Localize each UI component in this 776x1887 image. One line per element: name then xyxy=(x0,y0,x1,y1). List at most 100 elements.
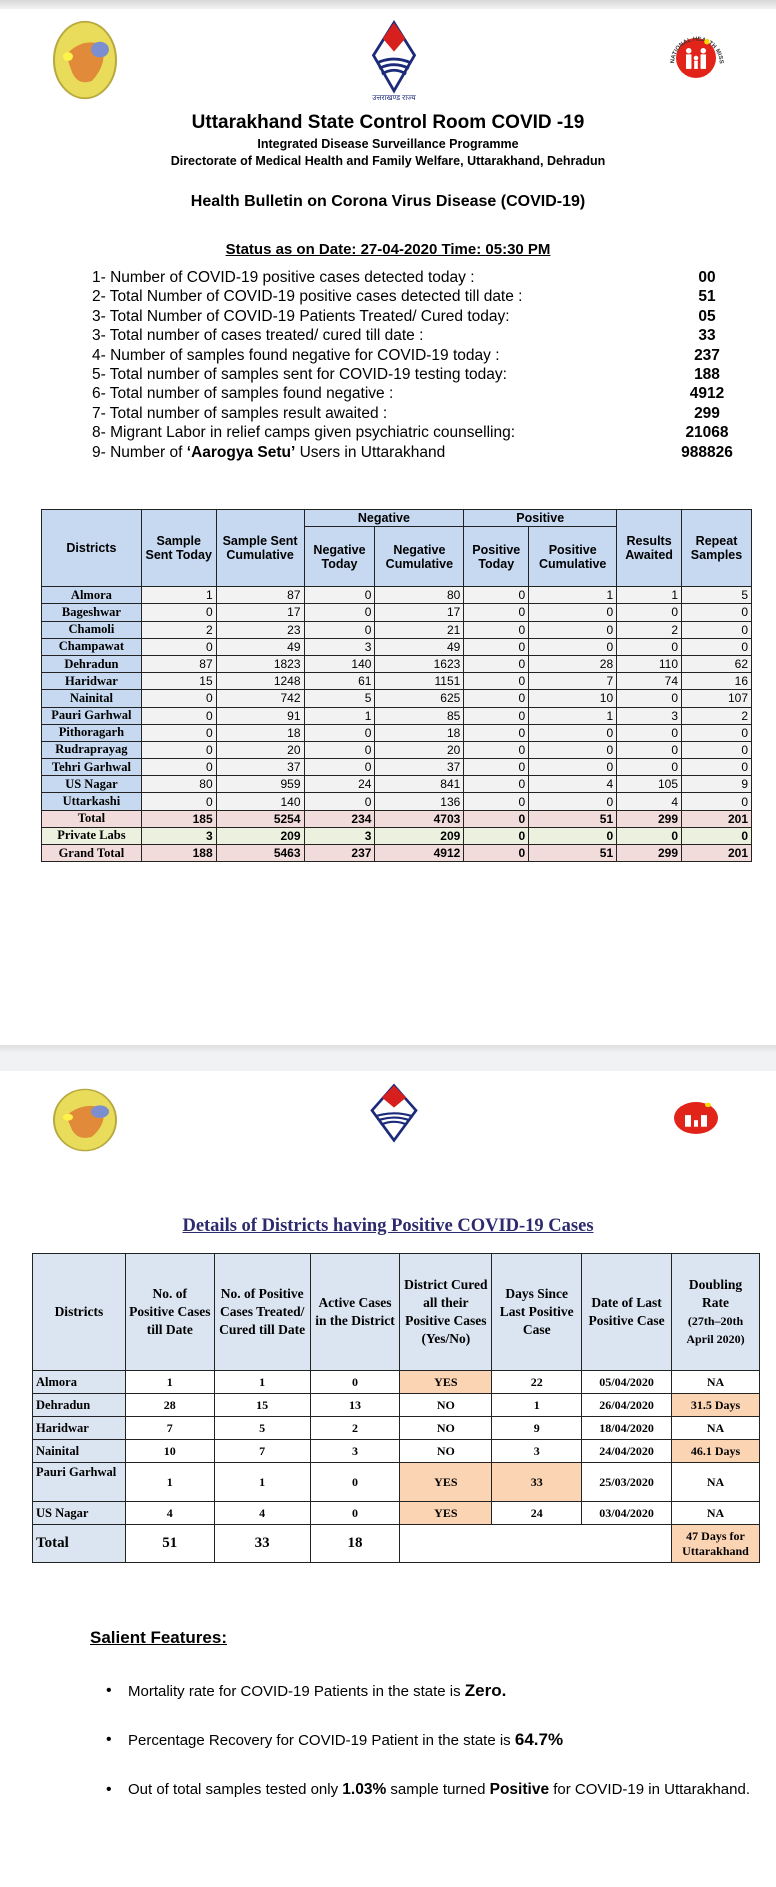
cell-value: 1823 xyxy=(215,654,305,674)
cell-value: 105 xyxy=(616,775,683,794)
cell-value: 1151 xyxy=(374,672,465,691)
cell-value: 1623 xyxy=(374,654,465,674)
cell-value: 1 xyxy=(616,586,683,605)
district-name: Uttarkashi xyxy=(41,792,142,811)
samples-table: Districts Sample Sent Today Sample Sent Cu… xyxy=(41,508,752,863)
cell-value: YES xyxy=(399,1370,493,1394)
summary-label: 7- Total number of samples result awaite… xyxy=(92,404,388,422)
district-name: Pauri Garhwal xyxy=(32,1462,126,1502)
district-name: Bageshwar xyxy=(41,603,142,622)
table-row: Almora 1 87 0 80 0 1 1 5 xyxy=(41,586,752,605)
cell-value: 0 xyxy=(140,603,217,622)
highlight: 1.03% xyxy=(342,1781,387,1798)
col-header: Date of Last Positive Case xyxy=(581,1253,673,1371)
cell-value: 51 xyxy=(124,1524,215,1563)
subtitle-idsp: Integrated Disease Surveillance Programm… xyxy=(257,137,519,151)
district-name: Haridwar xyxy=(32,1416,126,1440)
summary-value: 237 xyxy=(694,346,720,364)
cell-value: 9 xyxy=(491,1416,583,1440)
summary-value: 05 xyxy=(698,307,716,325)
cell-value: 1 xyxy=(140,586,217,605)
header-row: Districts No. of Positive Cases till Dat… xyxy=(32,1253,760,1371)
page-title: Uttarakhand State Control Room COVID -19 xyxy=(191,112,585,133)
cell-value: 0 xyxy=(463,792,530,811)
summary-label: 6- Total number of samples found negativ… xyxy=(92,385,394,403)
text: Out of total samples tested only xyxy=(128,1781,343,1798)
cell-value: 0 xyxy=(463,620,530,639)
cell-value: NO xyxy=(399,1416,493,1440)
cell-value: 188 xyxy=(140,843,217,863)
cell-value: NA xyxy=(671,1501,760,1525)
idsp-logo xyxy=(52,20,118,105)
cell-value: 61 xyxy=(303,672,376,691)
cell-value: 23 xyxy=(215,620,305,639)
districts-section-title: Details of Districts having Positive COV… xyxy=(182,1216,594,1236)
cell-value: 0 xyxy=(140,758,217,777)
cell-value: 0 xyxy=(528,740,618,760)
table-row: Private Labs 3 209 3 209 0 0 0 0 xyxy=(41,826,752,846)
cell-value: 0 xyxy=(303,620,376,639)
cell-value: 209 xyxy=(374,826,465,846)
cell-value: 1 xyxy=(528,586,618,605)
label-part: Users in Uttarakhand xyxy=(295,443,446,461)
nhm-logo xyxy=(664,1086,728,1155)
summary-item: 9- Number of ‘Aarogya Setu’ Users in Utt… xyxy=(92,443,742,462)
cell-value: 742 xyxy=(215,689,305,708)
label-bold: ‘Aarogya Setu’ xyxy=(186,443,296,461)
table-row: Dehradun 28 15 13 NO 1 26/04/2020 31.5 Days xyxy=(32,1393,760,1417)
highlight: Zero. xyxy=(464,1681,507,1700)
empty-cell xyxy=(399,1524,673,1563)
col-header: Districts xyxy=(41,508,142,588)
cell-value: 2 xyxy=(140,620,217,639)
cell-value: 1 xyxy=(124,1462,215,1502)
table-row: Grand Total 188 5463 237 4912 0 51 299 201 xyxy=(41,843,752,863)
cell-value: 0 xyxy=(528,792,618,811)
district-name: Dehradun xyxy=(41,654,142,674)
cell-value: 0 xyxy=(681,723,752,742)
cell-value: 5 xyxy=(681,586,752,605)
col-header: Active Cases in the District xyxy=(309,1253,401,1371)
district-name: Private Labs xyxy=(41,826,142,846)
cell-value: 1 xyxy=(213,1370,311,1394)
text: Percentage Recovery for COVID-19 Patient… xyxy=(128,1732,515,1749)
cell-value: 0 xyxy=(303,603,376,622)
cell-value: 0 xyxy=(681,758,752,777)
summary-value: 51 xyxy=(698,288,716,306)
cell-value: 20 xyxy=(215,740,305,760)
cell-value: 03/04/2020 xyxy=(581,1501,673,1525)
cell-value: 37 xyxy=(215,758,305,777)
cell-value: 234 xyxy=(303,809,376,828)
cell-value: 841 xyxy=(374,775,465,794)
cell-value: 110 xyxy=(616,654,683,674)
cell-value: 0 xyxy=(463,775,530,794)
col-header: District Cured all their Positive Cases … xyxy=(399,1253,493,1371)
summary-label: 8- Migrant Labor in relief camps given p… xyxy=(92,424,516,442)
cell-value: 16 xyxy=(681,672,752,691)
cell-value: 0 xyxy=(463,758,530,777)
district-name: Rudraprayag xyxy=(41,740,142,760)
summary-label: 3- Total number of cases treated/ cured … xyxy=(92,327,424,345)
highlight: Positive xyxy=(489,1781,550,1798)
summary-label: 2- Total Number of COVID-19 positive cas… xyxy=(92,288,523,306)
cell-value: 21 xyxy=(374,620,465,639)
cell-value: 0 xyxy=(528,723,618,742)
cell-value: 3 xyxy=(140,826,217,846)
cell-value: 5463 xyxy=(215,843,305,863)
cell-value: 0 xyxy=(616,723,683,742)
doubling-rate-period: (27th–20th April 2020) xyxy=(686,1314,745,1346)
summary-item: 5- Total number of samples sent for COVI… xyxy=(92,365,742,384)
cell-value: 51 xyxy=(528,809,618,828)
subtitle-directorate: Directorate of Medical Health and Family… xyxy=(170,154,606,168)
cell-value: 0 xyxy=(681,637,752,656)
district-name: Almora xyxy=(32,1370,126,1394)
cell-value: 7 xyxy=(124,1416,215,1440)
cell-value: 15 xyxy=(213,1393,311,1417)
summary-item: 8- Migrant Labor in relief camps given p… xyxy=(92,423,742,442)
group-header-negative: Negative xyxy=(303,508,465,528)
district-name: Almora xyxy=(41,586,142,605)
cell-value: 0 xyxy=(463,706,530,725)
table-row: Nainital 10 7 3 NO 3 24/04/2020 46.1 Days xyxy=(32,1439,760,1463)
cell-value: 5 xyxy=(303,689,376,708)
cell-value: 87 xyxy=(215,586,305,605)
cell-value: 1 xyxy=(213,1462,311,1502)
